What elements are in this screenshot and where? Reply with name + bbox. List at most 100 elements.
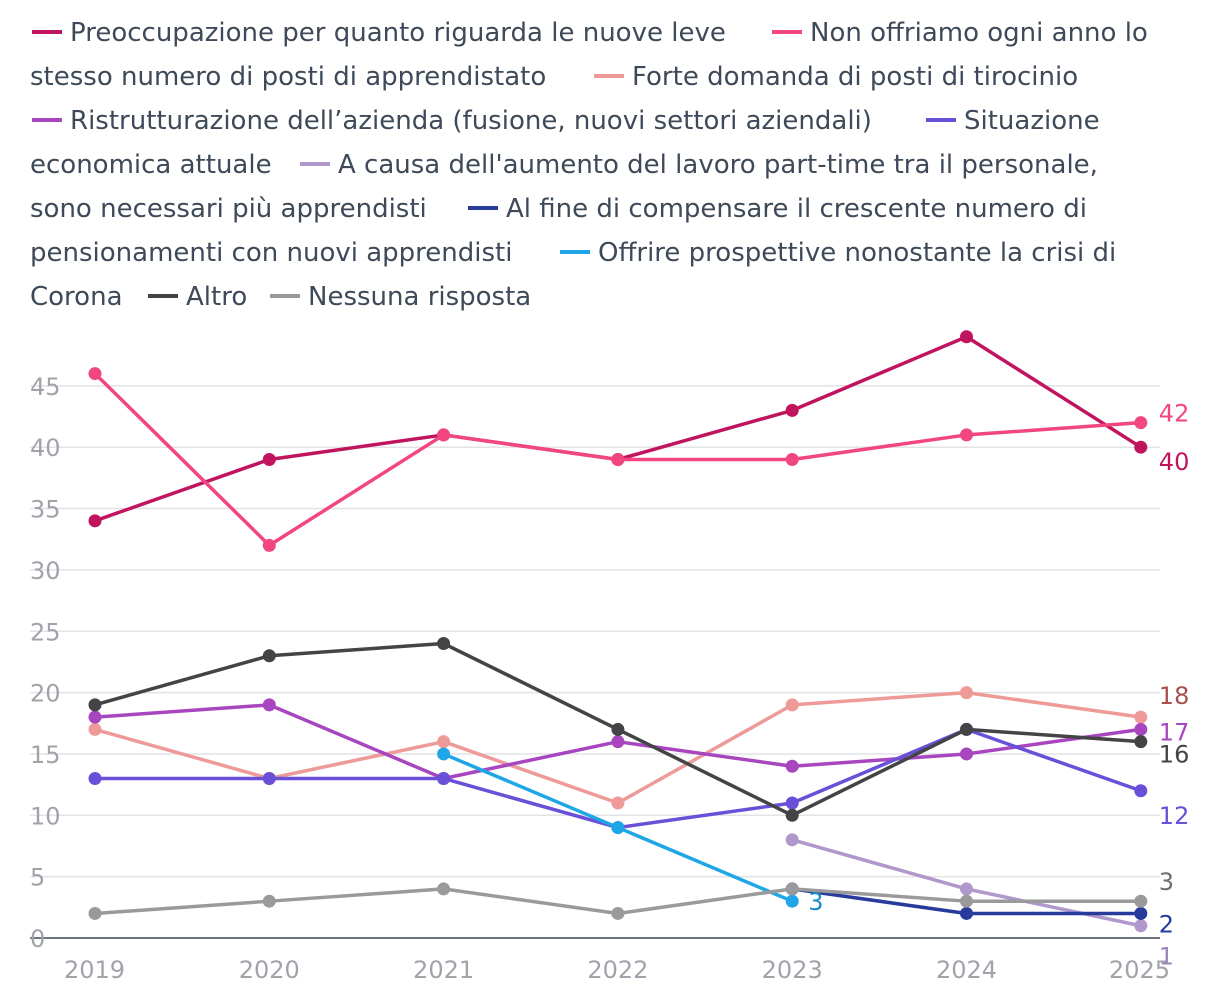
legend: Preoccupazione per quanto riguarda le nu… xyxy=(30,18,1156,312)
end-label-ristrutturazione: 17 xyxy=(1159,718,1190,746)
legend-label-economica: Situazione economica attuale xyxy=(30,106,1108,180)
data-point-nessuna xyxy=(1134,894,1148,908)
series-corona xyxy=(437,747,799,908)
data-point-nessuna xyxy=(262,894,276,908)
legend-label-posti-line2: stesso numero di posti di apprendistato xyxy=(30,62,546,92)
end-label-leve: 40 xyxy=(1159,448,1190,476)
legend-label-pensionamenti: Al fine di compensare il crescente numer… xyxy=(30,194,1095,268)
legend-label-economica-line1: Situazione xyxy=(964,106,1100,136)
legend-label-posti-line1: Non offriamo ogni anno lo xyxy=(810,18,1148,48)
grid xyxy=(30,385,1160,939)
end-label-parttime: 1 xyxy=(1159,943,1174,971)
data-point-parttime xyxy=(785,833,799,847)
data-point-leve xyxy=(785,403,799,417)
data-point-tirocinio xyxy=(960,686,973,700)
data-point-nessuna xyxy=(960,894,973,908)
y-tick-label: 0 xyxy=(30,925,45,953)
y-axis: 0 5 10 15 20 25 30 35 40 45 xyxy=(30,373,61,953)
data-point-ristrutturazione xyxy=(611,735,625,749)
end-label-posti: 42 xyxy=(1159,400,1190,428)
data-point-posti xyxy=(437,428,451,442)
legend-label-corona-line2: Corona xyxy=(30,282,123,312)
data-point-altro xyxy=(437,637,451,651)
data-point-altro xyxy=(785,808,799,822)
data-point-posti xyxy=(785,452,799,466)
data-point-altro xyxy=(262,649,276,663)
data-point-posti xyxy=(611,452,625,466)
data-point-economica xyxy=(262,771,276,785)
data-point-ristrutturazione xyxy=(785,759,799,773)
y-tick-label: 20 xyxy=(30,680,61,708)
x-tick-label: 2020 xyxy=(239,956,300,984)
y-tick-label: 25 xyxy=(30,618,61,646)
data-point-altro xyxy=(1134,735,1148,749)
x-tick-label: 2021 xyxy=(413,956,474,984)
data-point-corona xyxy=(437,747,451,761)
legend-label-corona-line1: Offrire prospettive nonostante la crisi … xyxy=(598,238,1116,268)
series-altro xyxy=(88,637,1148,822)
y-tick-label: 30 xyxy=(30,557,61,585)
data-point-ristrutturazione xyxy=(262,698,276,712)
end-label-pensionamenti: 2 xyxy=(1159,910,1174,938)
data-point-tirocinio xyxy=(88,722,102,736)
legend-label-parttime-line2: sono necessari più apprendisti xyxy=(30,194,427,224)
x-tick-label: 2024 xyxy=(936,956,997,984)
y-tick-label: 10 xyxy=(30,802,61,830)
data-point-altro xyxy=(611,722,625,736)
legend-label-posti: Non offriamo ogni anno lo stesso numero … xyxy=(30,18,1156,92)
data-point-nessuna xyxy=(437,882,451,896)
x-tick-label: 2022 xyxy=(587,956,648,984)
data-point-altro xyxy=(88,698,102,712)
data-point-ristrutturazione xyxy=(1134,722,1148,736)
data-point-economica xyxy=(88,771,102,785)
data-point-corona xyxy=(785,894,799,908)
data-point-posti xyxy=(88,367,102,381)
series-line-leve xyxy=(94,335,1142,523)
data-point-economica xyxy=(785,796,799,810)
legend-label-economica-line2: economica attuale xyxy=(30,150,272,180)
y-tick-label: 45 xyxy=(30,373,61,401)
data-point-economica xyxy=(1134,784,1148,798)
y-tick-label: 40 xyxy=(30,434,61,462)
legend-label-parttime: A causa dell'aumento del lavoro part-tim… xyxy=(30,150,1106,224)
x-axis: 2019 2020 2021 2022 2023 2024 2025 xyxy=(64,956,1170,984)
data-point-leve xyxy=(960,330,973,344)
end-label-altro: 16 xyxy=(1159,741,1190,769)
data-point-economica xyxy=(437,771,451,785)
data-point-leve xyxy=(1134,440,1148,454)
data-point-ristrutturazione xyxy=(88,710,102,724)
y-tick-label: 5 xyxy=(30,864,45,892)
end-label-nessuna: 3 xyxy=(1159,868,1174,896)
data-point-posti xyxy=(960,428,973,442)
series-posti xyxy=(88,367,1148,552)
legend-label-parttime-line1: A causa dell'aumento del lavoro part-tim… xyxy=(338,150,1098,180)
legend-label-tirocinio: Forte domanda di posti di tirocinio xyxy=(632,62,1078,92)
data-point-pensionamenti xyxy=(1134,906,1148,920)
data-point-nessuna xyxy=(785,882,799,896)
series-ristrutturazione xyxy=(88,698,1148,785)
legend-label-pensionamenti-line1: Al fine di compensare il crescente numer… xyxy=(506,194,1087,224)
data-point-leve xyxy=(262,452,276,466)
legend-label-leve: Preoccupazione per quanto riguarda le nu… xyxy=(70,18,726,48)
x-tick-label: 2025 xyxy=(1109,956,1170,984)
legend-label-ristrutturazione: Ristrutturazione dell’azienda (fusione, … xyxy=(70,106,872,136)
data-point-nessuna xyxy=(611,906,625,920)
end-label-corona: 3 xyxy=(808,888,823,916)
y-tick-label: 15 xyxy=(30,741,61,769)
data-point-tirocinio xyxy=(437,735,451,749)
end-label-tirocinio: 18 xyxy=(1159,682,1190,710)
data-point-tirocinio xyxy=(785,698,799,712)
x-tick-label: 2019 xyxy=(64,956,125,984)
data-point-posti xyxy=(1134,416,1148,430)
data-point-tirocinio xyxy=(1134,710,1148,724)
legend-label-pensionamenti-line2: pensionamenti con nuovi apprendisti xyxy=(30,238,512,268)
series-nessuna xyxy=(88,882,1148,920)
data-point-posti xyxy=(262,538,276,552)
data-point-corona xyxy=(611,821,625,835)
legend-label-altro: Altro xyxy=(186,282,247,312)
x-tick-label: 2023 xyxy=(762,956,823,984)
data-point-ristrutturazione xyxy=(960,747,973,761)
y-tick-label: 35 xyxy=(30,496,61,524)
